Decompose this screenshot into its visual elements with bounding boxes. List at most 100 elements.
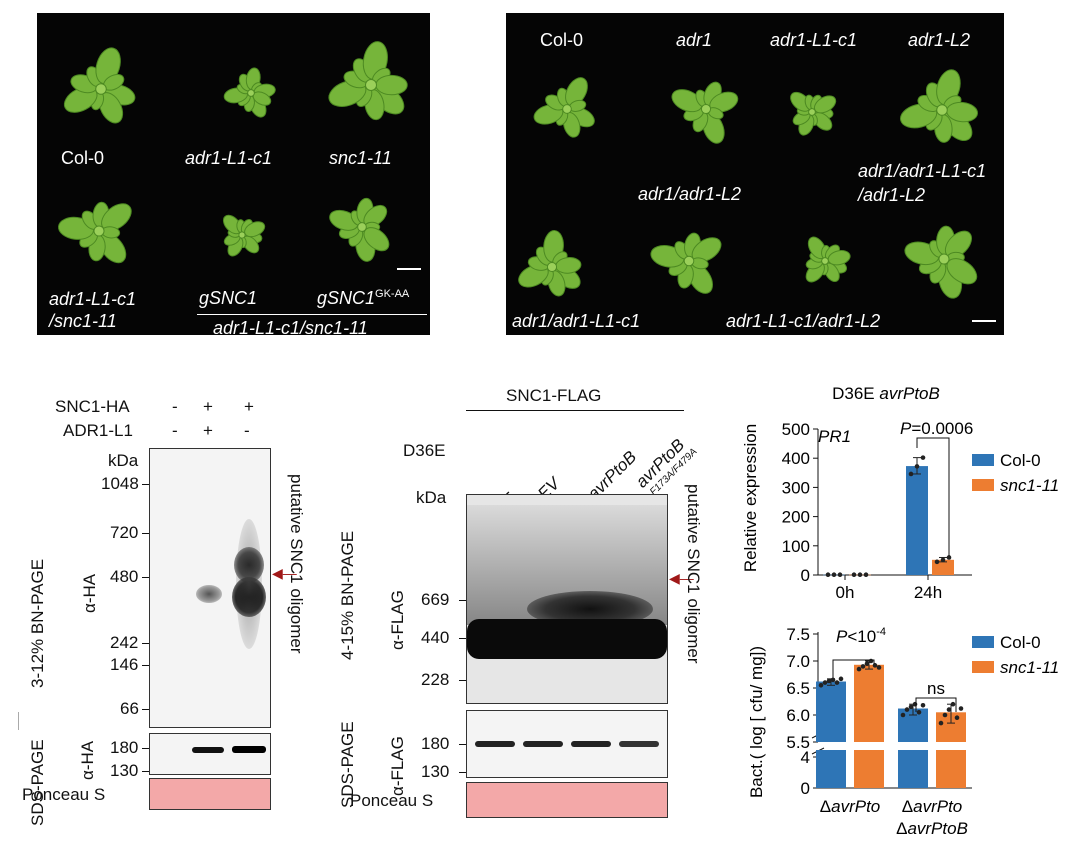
- plant-photo-panel-b: Col-0 adr1 adr1-L1-c1 adr1-L2 adr1/adr1-…: [506, 13, 1004, 335]
- tick-720: [142, 533, 149, 534]
- legend-swatch: [972, 479, 994, 491]
- scale-bar-a: [397, 268, 421, 270]
- data-point: [860, 664, 866, 669]
- tick-1048: [142, 484, 149, 485]
- ponceau-label-c: Ponceau S: [22, 785, 106, 804]
- sds-marker-180-c: 180: [110, 738, 139, 757]
- rosette-center: [93, 225, 105, 237]
- snc1-ha-label: SNC1-HA: [55, 397, 130, 416]
- sds-band-lane3-c: [232, 746, 266, 753]
- smear-lane3: [236, 519, 262, 649]
- p-letter: P: [900, 419, 912, 438]
- rosette-center: [821, 257, 829, 265]
- sds-marker-130-d: 130: [421, 762, 450, 781]
- chart-e-annotation: P=0.0006: [900, 419, 973, 556]
- sds-band-d-2: [523, 741, 563, 747]
- label-gSNC1: gSNC1: [199, 288, 258, 308]
- data-point: [946, 555, 952, 560]
- ponceau-c: [149, 778, 271, 810]
- bar-upper-snc1-11: [854, 664, 884, 742]
- pr1-expression-chart: D36E avrPtoB PR1 Relative expression 0 10…: [741, 384, 1059, 602]
- data-point: [904, 707, 910, 712]
- sds-blot-d: [466, 710, 668, 778]
- data-point: [856, 666, 862, 672]
- arrow-c: ◀—: [272, 565, 297, 581]
- data-point: [851, 572, 857, 578]
- data-point: [857, 572, 863, 578]
- ponceau-d: [466, 782, 668, 818]
- tick-sds-180-c: [142, 748, 149, 749]
- p-number: =0.0006: [911, 419, 973, 438]
- y-tick-label: 0: [801, 779, 810, 798]
- marker-242: 242: [110, 633, 139, 652]
- marker-480: 480: [110, 567, 139, 586]
- sds-band-d-3: [571, 741, 611, 747]
- rosette-center: [700, 103, 712, 115]
- marker-228: 228: [421, 670, 450, 689]
- tick-669: [459, 600, 466, 601]
- oligomer-label-d: putative SNC1 oligomer: [684, 484, 703, 664]
- chart-e-ylabel: Relative expression: [741, 424, 760, 572]
- data-point: [938, 720, 944, 726]
- y-tick-label: 7.5: [786, 625, 810, 644]
- bacterial-growth-chart: Bact.( log [ cfu/ mg]) 5.5 6.0 6.5 7.0 7.5 0 4…: [747, 625, 1059, 838]
- snc1-flag-line: [466, 410, 684, 411]
- bracket-line: [197, 314, 427, 315]
- adr1-l1-label: ADR1-L1: [63, 421, 133, 440]
- data-point: [900, 712, 906, 718]
- rosette-center: [683, 255, 695, 267]
- y-tick-label: 500: [782, 420, 810, 439]
- sds-antibody-c: α-HA: [78, 740, 97, 780]
- bar-lower-Col-0: [898, 750, 928, 788]
- data-point: [920, 702, 926, 708]
- sds-label-c: SDS-PAGE: [28, 739, 47, 826]
- rosette-center: [936, 104, 948, 116]
- marker-669: 669: [421, 590, 450, 609]
- delta: Δ: [902, 797, 913, 816]
- y-tick-label: 6.5: [786, 679, 810, 698]
- sign-r2-l3: -: [244, 421, 250, 440]
- tick-242: [142, 643, 149, 644]
- band-d-lower: [467, 619, 667, 659]
- kda-label-c: kDa: [108, 451, 139, 470]
- significance-bracket: [916, 437, 950, 556]
- delta: Δ: [896, 819, 907, 838]
- scale-bar-b: [972, 320, 996, 322]
- gene-label-pr1: PR1: [818, 427, 851, 446]
- rosette-b-8: [904, 225, 978, 299]
- title-d36e: D36E: [832, 384, 879, 403]
- y-tick-label: 6.0: [786, 706, 810, 725]
- rosette-b-1: [533, 77, 595, 138]
- bar-Col-0-24h: [906, 466, 928, 575]
- rosette-plants-a: [57, 41, 408, 264]
- category-label: ΔavrPto: [820, 797, 881, 816]
- sign-r2-l2: +: [203, 421, 213, 440]
- rosette-a-2: [223, 67, 276, 118]
- label-b-adr1-L1-c1-adr1-L2: adr1-L1-c1/adr1-L2: [726, 311, 881, 331]
- data-point: [863, 572, 869, 578]
- marker-146: 146: [110, 655, 139, 674]
- sds-antibody-d: α-FLAG: [388, 736, 407, 796]
- rosette-center: [546, 261, 558, 273]
- rosette-a-4: [57, 201, 132, 264]
- bar-lower-Col-0: [816, 750, 846, 788]
- tick-66: [142, 709, 149, 710]
- chart-e-title: D36E avrPtoB: [832, 384, 940, 403]
- significance-bracket-1: [832, 659, 875, 678]
- strain-name: avrPto: [831, 797, 880, 816]
- label-b-adr1-adr1-L1-c1-bottom: adr1/adr1-L1-c1: [512, 311, 641, 331]
- chart-f-legend: Col-0 snc1-11: [972, 633, 1059, 677]
- rosette-a-1: [63, 47, 136, 124]
- ns-label: ns: [927, 679, 945, 698]
- data-point: [920, 455, 926, 460]
- significance-bracket-2: [915, 697, 957, 712]
- data-point: [954, 715, 960, 720]
- data-point: [837, 572, 843, 578]
- rosette-b-4: [900, 69, 979, 143]
- rosette-center: [247, 89, 255, 97]
- rosette-center: [938, 253, 950, 265]
- label-b-adr1: adr1: [676, 30, 713, 50]
- divider-c: [18, 712, 19, 730]
- p-text: <10: [847, 627, 876, 646]
- tick-sds-130-c: [142, 771, 149, 772]
